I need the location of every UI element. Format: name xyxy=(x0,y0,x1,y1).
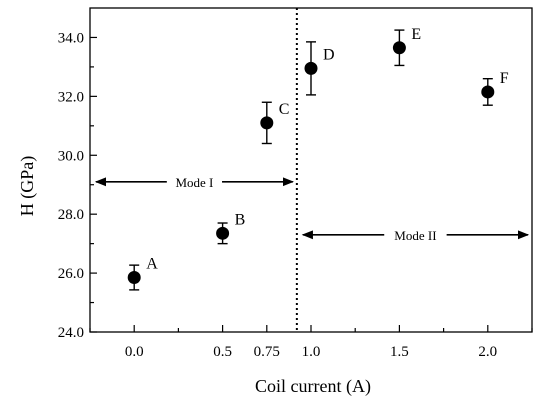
y-tick-label: 32.0 xyxy=(58,89,84,105)
data-point xyxy=(127,271,141,285)
point-label: A xyxy=(146,256,158,273)
y-axis-title: H (GPa) xyxy=(17,156,38,217)
x-tick-label: 0.5 xyxy=(213,344,232,360)
x-tick-label: 0.0 xyxy=(125,344,144,360)
data-point xyxy=(481,85,495,99)
point-label: D xyxy=(323,46,335,63)
data-marks: A B C D E F xyxy=(127,26,509,291)
overlays: Mode I Mode II xyxy=(94,8,530,332)
point-label: F xyxy=(500,70,509,87)
y-tick-label: 24.0 xyxy=(58,325,84,341)
mode-label: Mode II xyxy=(394,228,436,243)
point-label: C xyxy=(279,101,290,118)
point-label: B xyxy=(235,211,246,228)
y-tick-label: 26.0 xyxy=(58,266,84,282)
x-tick-label: 1.0 xyxy=(302,344,321,360)
mode-label: Mode I xyxy=(175,175,213,190)
data-point xyxy=(304,61,318,75)
y-tick-label: 30.0 xyxy=(58,148,84,164)
data-point xyxy=(260,116,274,130)
y-tick-label: 28.0 xyxy=(58,207,84,223)
ticks: 24.0 26.0 28.0 30.0 32.0 34.0 0.0 0.5 0.75 1.0 1.5… xyxy=(58,30,533,360)
x-axis-title: Coil current (A) xyxy=(255,376,371,397)
data-point xyxy=(392,41,406,55)
x-tick-label: 1.5 xyxy=(390,344,409,360)
data-point xyxy=(216,226,230,240)
y-tick-label: 34.0 xyxy=(58,30,84,46)
point-label: E xyxy=(411,26,421,43)
x-tick-label: 0.75 xyxy=(254,344,280,360)
x-tick-label: 2.0 xyxy=(478,344,497,360)
